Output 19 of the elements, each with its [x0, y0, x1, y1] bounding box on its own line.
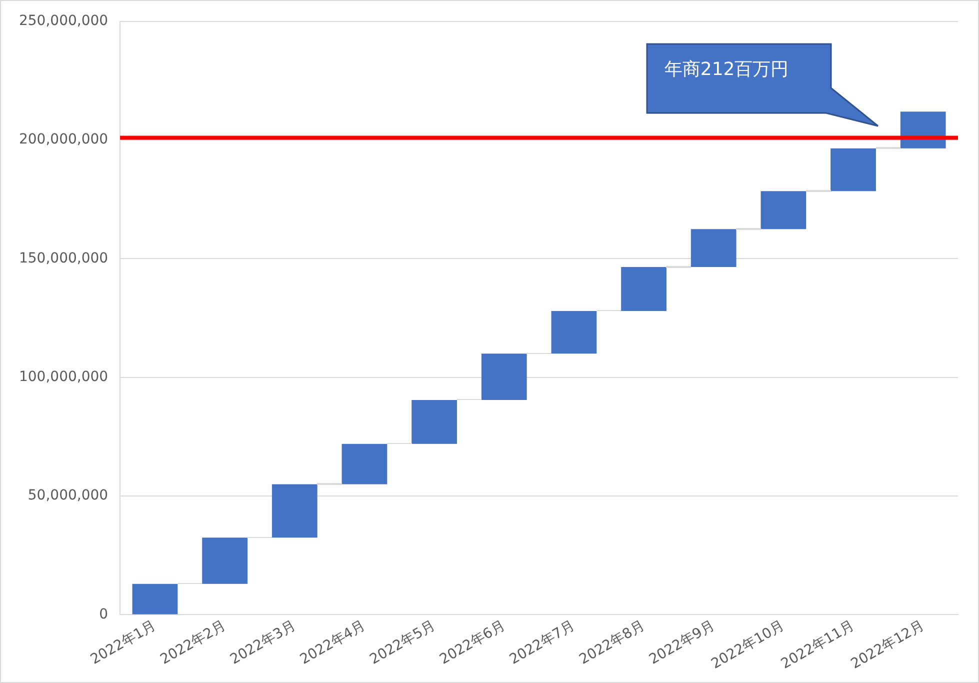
- bar: [132, 584, 178, 614]
- bar: [551, 310, 597, 354]
- bar: [690, 229, 736, 268]
- y-tick-label: 150,000,000: [18, 250, 108, 266]
- bar: [412, 400, 457, 444]
- annotation: 年商212百万円: [664, 58, 789, 81]
- bar: [202, 538, 248, 584]
- bar: [272, 484, 318, 538]
- bar: [830, 148, 876, 192]
- bar: [481, 354, 527, 400]
- y-tick-label: 100,000,000: [18, 369, 108, 386]
- bar: [342, 444, 388, 484]
- y-tick-label: 50,000,000: [28, 488, 108, 504]
- bar: [760, 191, 806, 230]
- bar: [621, 267, 666, 311]
- bar: [900, 112, 946, 148]
- y-tick-label: 250,000,000: [18, 13, 108, 30]
- y-tick-label: 200,000,000: [18, 132, 108, 148]
- y-tick-label: 0: [99, 606, 108, 622]
